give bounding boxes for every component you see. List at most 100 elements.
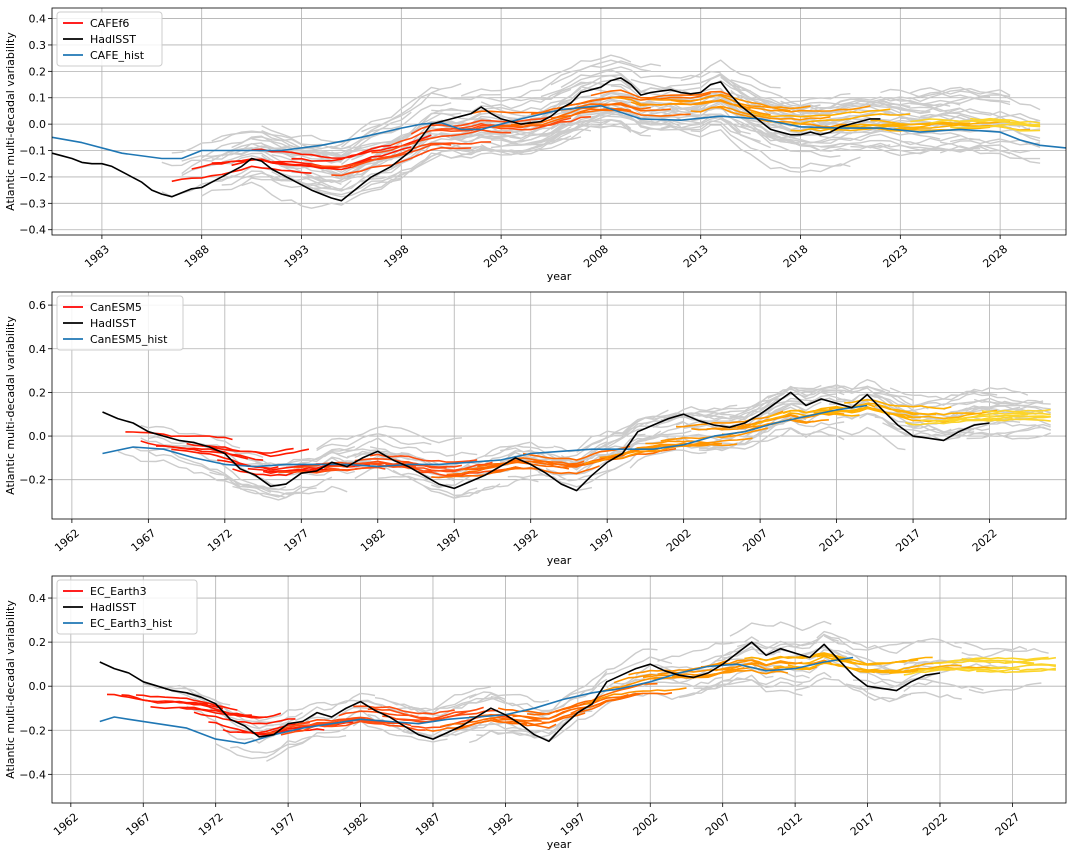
forecast-mean-line [454,719,557,731]
forecast-mean-line [787,662,890,673]
series-line-hadisst [99,641,941,743]
legend-label: CanESM5 [90,301,142,314]
y-tick-label: 0.6 [29,299,47,312]
ensemble-member-line [700,671,832,691]
series-line-hadisst [102,391,990,492]
ensemble-member-line [446,441,554,472]
forecast-mean-line [410,116,552,135]
ensemble-member-line [468,691,550,703]
ensemble-member-line [961,648,1049,659]
ensemble-member-line [722,633,839,659]
ensemble-member-line [874,390,998,407]
plot-frame [51,7,1067,236]
ensemble-member-line [954,641,1028,651]
y-tick-label: 0.3 [29,39,47,52]
ensemble-member-line [266,706,368,737]
legend-box [56,11,163,67]
ensemble-member-line [610,99,781,138]
forecast-mean-line [813,407,921,419]
ensemble-member-line [331,86,442,149]
forecast-mean-line [125,431,233,441]
forecast-mean-line [629,442,738,452]
ensemble-member-line [845,678,941,690]
chart-panel-canesm5: 1962 1967 1972 1977 1982 1987 1992 1997 2002 2007… [4,291,1067,567]
legend: EC_Earth3 HadISST EC_Earth3_hist [56,579,198,635]
ensemble-member-line [630,74,762,107]
ensemble-member-line [352,720,448,743]
chart-panel-cafe: 1983 1988 1993 1998 2003 2008 2013 2018 2023 2028… [4,7,1067,283]
forecast-mean-line [251,144,392,160]
forecast-mean-line [351,141,492,169]
ensemble-member-line [221,152,342,185]
plot-frame [51,291,1067,520]
ensemble-member-line [600,66,721,79]
ensemble-member-line [215,737,311,760]
forecast-mean-line [135,694,238,711]
forecast-mean-line [311,143,452,168]
legend-label: EC_Earth3 [90,585,147,598]
ensemble-member-line [590,92,761,119]
y-tick-label: 0.2 [29,636,47,649]
ensemble-member-line [266,718,361,762]
legend-label: HadISST [90,317,136,330]
ensemble-member-line [730,89,911,116]
ensemble-member-line [568,430,692,475]
forecast-mean-line [522,445,631,461]
forecast-mean-line [492,465,600,475]
ensemble-member-line [540,81,642,101]
forecast-mean-line [874,404,982,416]
y-tick-label: 0.4 [29,343,47,356]
y-tick-label: 0.0 [29,430,47,443]
y-tick-label: −0.2 [19,171,46,184]
ensemble-member-line [874,395,1021,418]
legend: CAFEf6 HadISST CAFE_hist [56,11,163,67]
ensemble-member-line [760,426,906,451]
ensemble-member-line [660,125,851,173]
y-tick-label: 0.2 [29,65,47,78]
ensemble-member-line [910,87,1011,98]
ensemble-member-line [928,426,1051,438]
y-tick-label: 0.0 [29,118,47,131]
forecast-mean-line [570,92,711,106]
forecast-mean-line [338,710,441,720]
ensemble-member-line [620,107,751,135]
ensemble-member-line [510,59,651,100]
forecast-mean-line [491,107,632,128]
ensemble-member-line [652,415,746,429]
ensemble-member-line [882,422,990,439]
forecast-mean-line [613,673,716,684]
ensemble-member-line [853,668,933,688]
ensemble-member-line [201,136,352,159]
forecast-mean-line [291,134,432,162]
ensemble-member-line [534,670,608,715]
ensemble-member-line [369,437,478,457]
forecast-mean-line [1005,660,1056,666]
forecast-mean-line [106,693,209,705]
ensemble-member-line [943,421,1051,436]
forecast-means [171,89,1041,183]
y-tick-label: 0.1 [29,92,47,105]
grid [52,292,1066,519]
y-tick-label: −0.4 [19,224,46,237]
ensemble-member-line [752,379,891,409]
ensemble-member-line [614,404,738,442]
series-line-hadisst [52,77,881,202]
ensemble-member-line [540,74,701,98]
ensemble-member-line [164,687,238,715]
forecast-mean-line [770,113,911,126]
y-tick-label: −0.2 [19,724,46,737]
ensemble-member-line [140,424,241,449]
forecast-mean-line [179,706,282,719]
ensemble-member-line [278,469,355,476]
y-axis-label: Atlantic multi-decadal variability [4,600,17,779]
ensemble-member-line [323,450,409,459]
forecast-mean-line [483,712,586,726]
legend-label: HadISST [90,33,136,46]
forecast-mean-line [976,668,1056,674]
forecast-mean-line [966,418,1051,422]
ensemble-member-line [469,730,557,744]
y-tick-label: 0.4 [29,592,47,605]
ensemble-members [161,54,1041,209]
ensemble-member-line [729,387,845,422]
forecast-mean-line [371,129,512,154]
